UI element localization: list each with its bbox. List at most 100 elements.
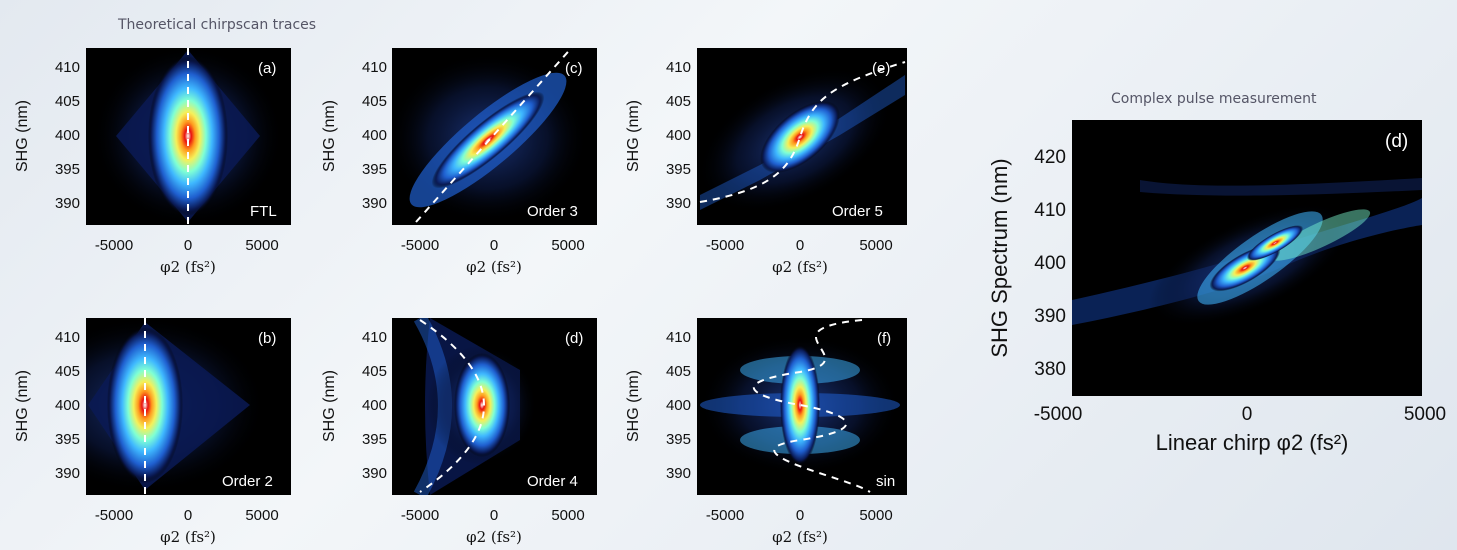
y-tick: 395	[362, 431, 387, 448]
y-axis-label: SHG (nm)	[321, 100, 338, 172]
y-axis-label: SHG (nm)	[14, 370, 31, 442]
x-tick: -5000	[706, 237, 744, 254]
x-ticks: -5000 0 5000	[1034, 404, 1446, 425]
y-tick: 410	[55, 59, 80, 76]
y-tick: 410	[1034, 200, 1066, 221]
x-ticks: -5000 0 5000	[706, 507, 893, 524]
y-tick: 390	[666, 465, 691, 482]
x-axis-label: φ2 (fs²)	[160, 258, 216, 276]
x-tick: 5000	[859, 507, 892, 524]
overlay-curve	[699, 61, 906, 203]
panel-label: Order 3	[527, 203, 578, 220]
x-ticks: -5000 0 5000	[95, 237, 279, 254]
y-tick: 405	[362, 363, 387, 380]
y-tick: 395	[666, 431, 691, 448]
y-tick: 390	[362, 195, 387, 212]
y-tick: 405	[362, 93, 387, 110]
y-tick: 400	[362, 397, 387, 414]
y-tick: 400	[666, 127, 691, 144]
y-tick: 405	[55, 363, 80, 380]
x-tick: -5000	[706, 507, 744, 524]
overlay-curve	[419, 319, 485, 493]
y-axis-label: SHG (nm)	[625, 370, 642, 442]
x-axis-label: φ2 (fs²)	[772, 528, 828, 546]
y-tick: 405	[666, 93, 691, 110]
y-ticks: 410 405 400 395 390	[362, 329, 387, 482]
y-axis-label: SHG (nm)	[625, 100, 642, 172]
y-tick: 400	[1034, 253, 1066, 274]
panel-b: (b) Order 2 410 405 400 395 390 -5000 0 …	[14, 318, 291, 546]
panel-label: sin	[876, 473, 895, 490]
y-tick: 405	[55, 93, 80, 110]
panel-e: (e) Order 5 410 405 400 395 390 -5000 0 …	[625, 48, 907, 276]
caption-left: Theoretical chirpscan traces	[117, 17, 316, 33]
x-tick: -5000	[1034, 404, 1083, 425]
y-ticks: 410 405 400 395 390	[666, 329, 691, 482]
y-tick: 395	[55, 161, 80, 178]
x-tick: 0	[796, 507, 804, 524]
panel-label: Order 2	[222, 473, 273, 490]
x-tick: 0	[184, 237, 192, 254]
y-tick: 400	[362, 127, 387, 144]
y-tick: 395	[362, 161, 387, 178]
panel-id: (d)	[565, 330, 583, 347]
y-tick: 390	[362, 465, 387, 482]
y-axis-label: SHG Spectrum (nm)	[987, 158, 1012, 357]
overlay-curve	[415, 48, 573, 223]
overlay-curve	[753, 319, 871, 493]
x-axis-label: Linear chirp φ2 (fs²)	[1156, 430, 1349, 455]
panel-id: (b)	[258, 330, 276, 347]
panel-label: FTL	[250, 203, 277, 220]
panel-f: (f) sin 410 405 400 395 390 -5000 0 5000…	[625, 318, 907, 546]
panel-id: (d)	[1385, 131, 1408, 152]
y-tick: 390	[1034, 306, 1066, 327]
y-tick: 400	[55, 397, 80, 414]
y-tick: 420	[1034, 147, 1066, 168]
x-ticks: -5000 0 5000	[401, 237, 585, 254]
y-tick: 395	[55, 431, 80, 448]
y-tick: 380	[1034, 359, 1066, 380]
y-tick: 410	[666, 59, 691, 76]
x-tick: 0	[184, 507, 192, 524]
y-axis-label: SHG (nm)	[14, 100, 31, 172]
y-tick: 390	[55, 195, 80, 212]
y-ticks: 420 410 400 390 380	[1034, 147, 1066, 380]
x-axis-label: φ2 (fs²)	[160, 528, 216, 546]
x-axis-label: φ2 (fs²)	[466, 258, 522, 276]
x-ticks: -5000 0 5000	[401, 507, 585, 524]
panel-a: (a) FTL 410 405 400 395 390 -5000 0 5000…	[14, 48, 291, 276]
x-axis-label: φ2 (fs²)	[466, 528, 522, 546]
x-tick: 0	[796, 237, 804, 254]
y-tick: 400	[55, 127, 80, 144]
x-tick: -5000	[401, 237, 439, 254]
panel-d-small: (d) Order 4 410 405 400 395 390 -5000 0 …	[321, 318, 597, 546]
panel-id: (c)	[565, 60, 583, 77]
panel-id: (e)	[872, 60, 890, 77]
y-tick: 410	[666, 329, 691, 346]
y-tick: 410	[362, 329, 387, 346]
y-tick: 410	[362, 59, 387, 76]
x-tick: 0	[490, 507, 498, 524]
panel-id: (a)	[258, 60, 276, 77]
x-axis-label: φ2 (fs²)	[772, 258, 828, 276]
x-ticks: -5000 0 5000	[706, 237, 893, 254]
x-tick: 0	[490, 237, 498, 254]
y-ticks: 410 405 400 395 390	[362, 59, 387, 212]
x-tick: -5000	[401, 507, 439, 524]
y-tick: 395	[666, 161, 691, 178]
y-tick: 400	[666, 397, 691, 414]
panel-label: Order 5	[832, 203, 883, 220]
y-tick: 410	[55, 329, 80, 346]
panel-label: Order 4	[527, 473, 578, 490]
x-tick: 5000	[551, 237, 584, 254]
x-tick: 5000	[1404, 404, 1446, 425]
panel-measurement: (d) 420 410 400 390 380 -5000 0 5000 SHG…	[987, 120, 1446, 455]
x-tick: -5000	[95, 237, 133, 254]
y-ticks: 410 405 400 395 390	[666, 59, 691, 212]
caption-right: Complex pulse measurement	[1111, 91, 1317, 107]
y-tick: 390	[666, 195, 691, 212]
x-tick: 5000	[245, 237, 278, 254]
x-tick: 5000	[245, 507, 278, 524]
x-tick: 5000	[859, 237, 892, 254]
